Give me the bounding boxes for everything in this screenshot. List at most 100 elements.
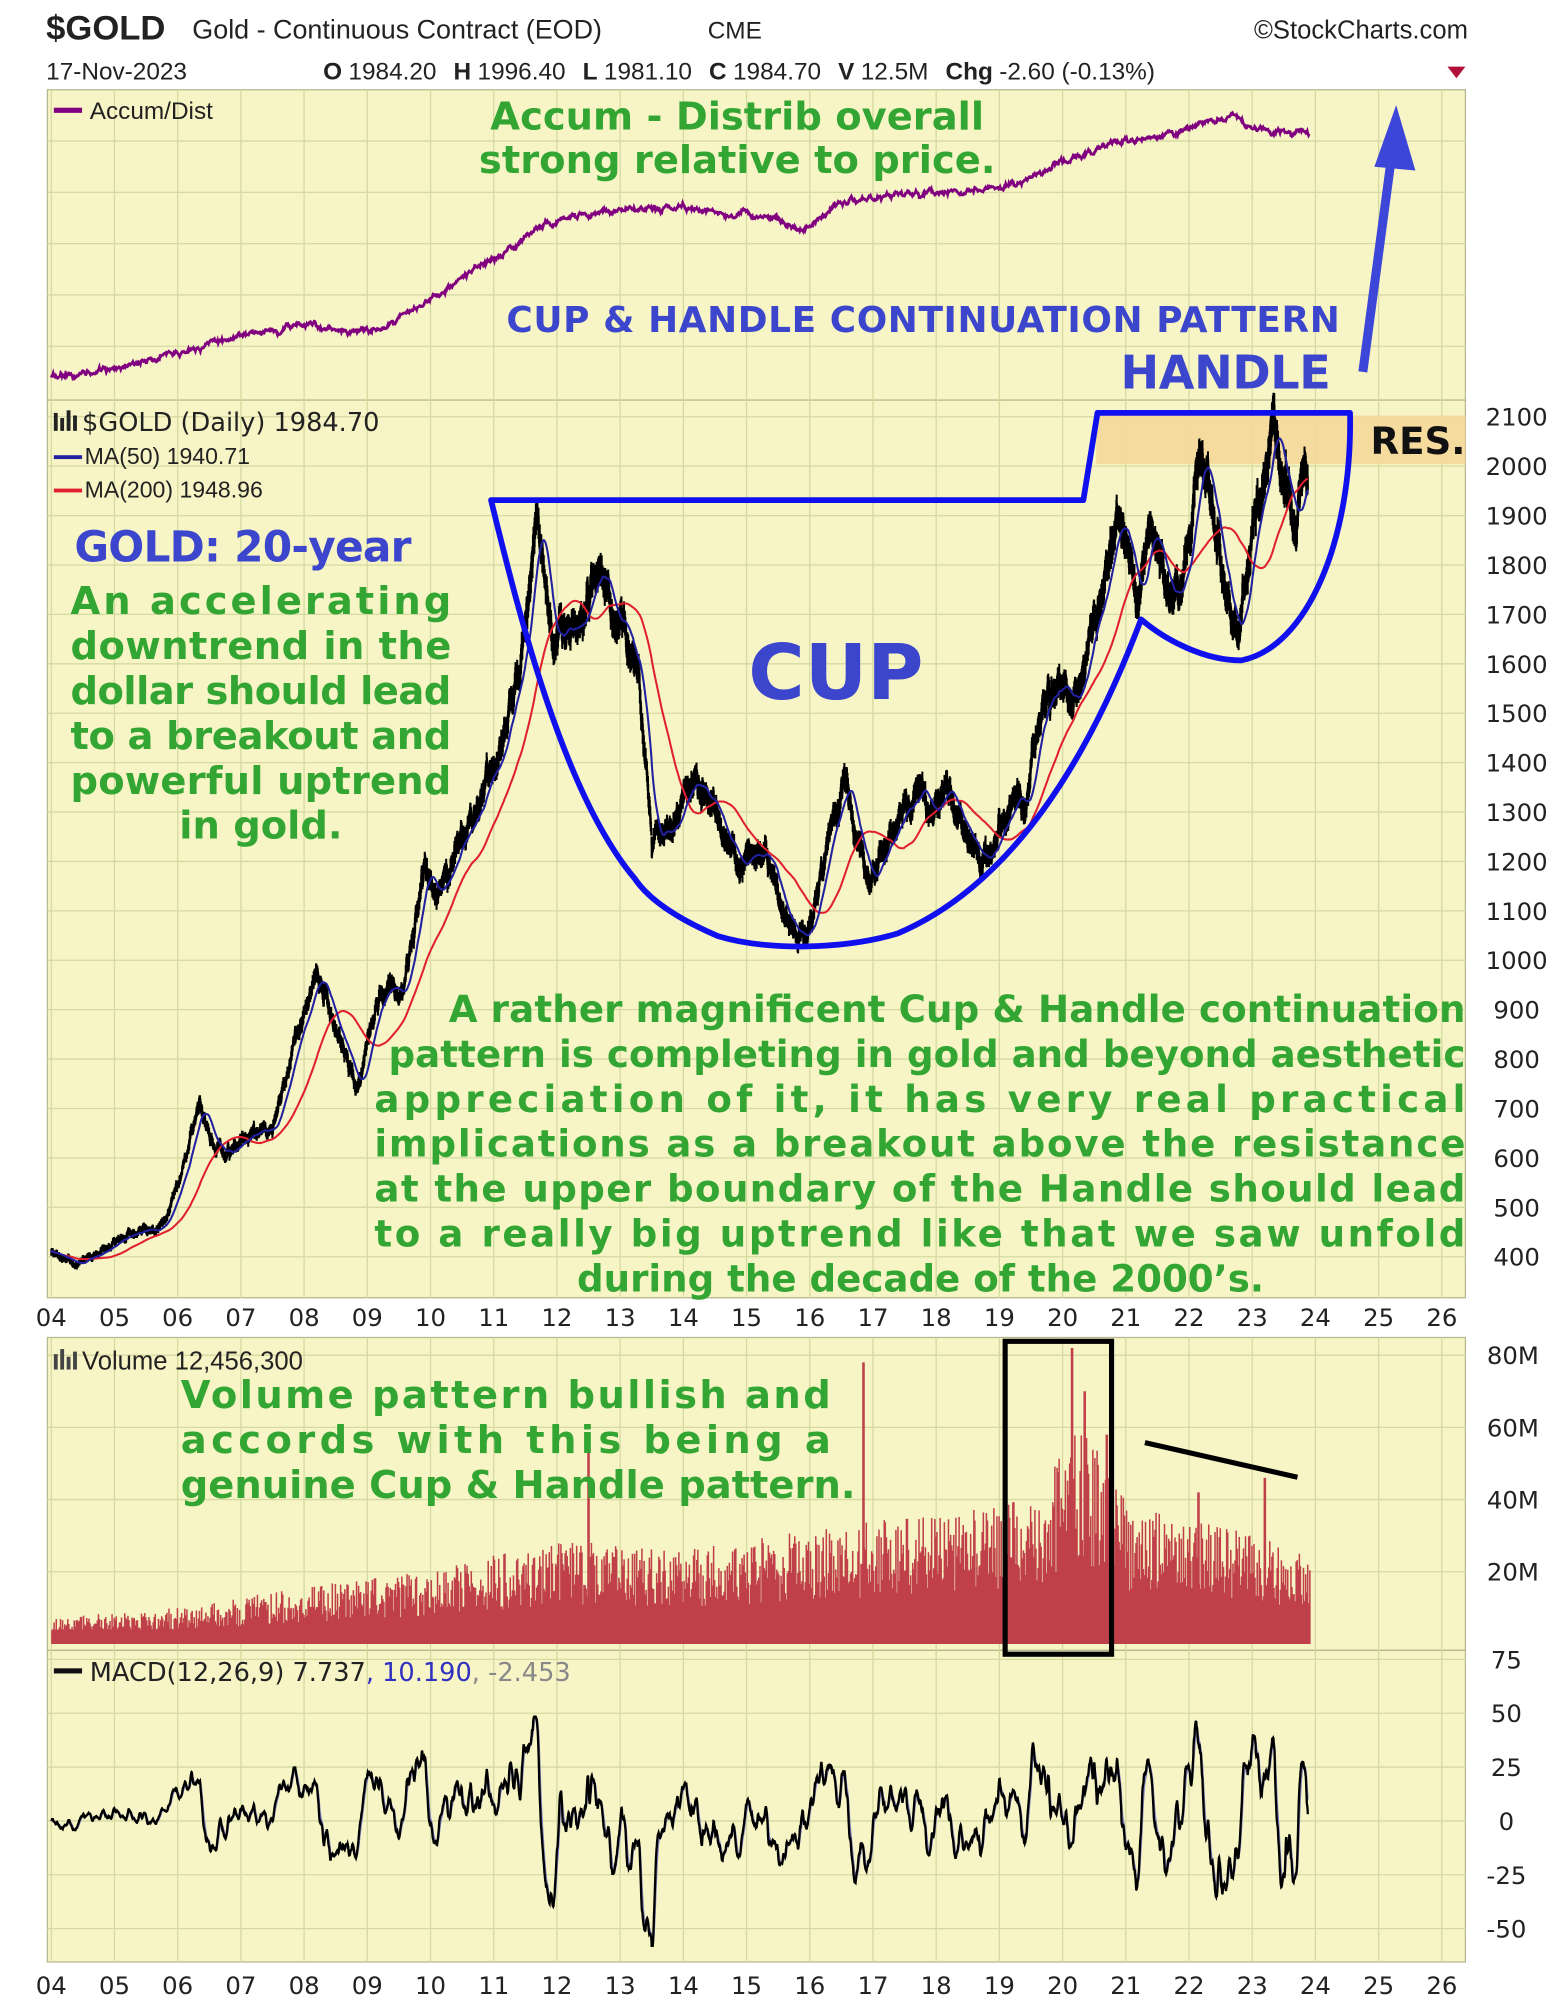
volume-bar (868, 1564, 871, 1644)
volume-bar (751, 1562, 754, 1644)
volume-bar (692, 1555, 695, 1644)
x-tick-label: 25 (1363, 1303, 1394, 1332)
volume-bar (1095, 1533, 1097, 1644)
volume-bar (432, 1597, 435, 1644)
volume-bar (1224, 1576, 1227, 1644)
volume-bar (648, 1557, 651, 1644)
volume-bar (1026, 1526, 1029, 1644)
volume-bar (356, 1608, 359, 1644)
volume-bar (561, 1553, 563, 1644)
macd-swatch (53, 1668, 83, 1674)
volume-bar (482, 1585, 484, 1644)
volume-bar (786, 1573, 789, 1644)
volume-bar (228, 1608, 230, 1644)
volume-bar (1257, 1596, 1259, 1644)
volume-bar (287, 1607, 289, 1644)
volume-bar (1120, 1495, 1123, 1644)
volume-bar (880, 1537, 882, 1644)
volume-bar (415, 1576, 418, 1644)
volume-bar (986, 1520, 989, 1644)
volume-bar (800, 1583, 802, 1644)
brand-logo[interactable]: ©StockCharts.com (1254, 16, 1468, 44)
gold-note-line: powerful uptrend (71, 759, 452, 804)
volume-bar (720, 1571, 722, 1644)
volume-bar (378, 1604, 381, 1644)
volume-bar (343, 1593, 345, 1644)
volume-bar (873, 1592, 876, 1644)
volume-bar (781, 1583, 783, 1644)
volume-bar (554, 1563, 557, 1644)
volume-bar (773, 1553, 776, 1644)
volume-bar (1010, 1557, 1013, 1644)
volume-bar (817, 1582, 819, 1644)
volume-bar (186, 1609, 188, 1644)
volume-bar (458, 1611, 461, 1644)
change-label: Chg (946, 59, 993, 86)
volume-bar (906, 1518, 909, 1644)
volume-bar (234, 1604, 237, 1644)
volume-bar (785, 1599, 788, 1644)
volume-bar (977, 1575, 979, 1644)
x-tick-label: 06 (162, 1303, 193, 1332)
volume-bar (564, 1553, 566, 1644)
volume-bar (669, 1561, 672, 1644)
volume-bar (374, 1578, 377, 1644)
volume-bar (910, 1593, 913, 1644)
volume-bar (694, 1581, 697, 1644)
volume-bar (768, 1552, 771, 1644)
volume-bar (609, 1582, 612, 1644)
volume-bar (1168, 1541, 1171, 1644)
volume-bar (434, 1596, 437, 1644)
volume-bar (327, 1593, 329, 1644)
volume-bar (941, 1580, 943, 1644)
volume-bar (1237, 1565, 1239, 1644)
volume-bar (1127, 1521, 1130, 1644)
volume-bar (967, 1569, 970, 1644)
price-tick-label: 800 (1493, 1045, 1539, 1074)
volume-bar (401, 1576, 403, 1644)
volume-bar (344, 1589, 346, 1644)
volume-bar (761, 1538, 763, 1644)
volume-bar (801, 1581, 803, 1644)
handle-label: HANDLE (1121, 346, 1331, 400)
volume-bar (341, 1592, 343, 1644)
volume-note-line: Volume pattern bullish and (181, 1373, 831, 1418)
volume-bar (1123, 1515, 1126, 1644)
x-tick-label: 20 (1047, 1971, 1078, 2000)
volume-bar (892, 1569, 895, 1644)
volume-bar (1230, 1549, 1232, 1644)
volume-bar (1020, 1528, 1022, 1644)
volume-bar (636, 1577, 639, 1644)
x-tick-label: 22 (1173, 1971, 1204, 2000)
volume-bar (739, 1563, 741, 1644)
volume-bar (535, 1587, 538, 1644)
volume-bar (1296, 1560, 1298, 1644)
volume-bar (985, 1513, 988, 1644)
volume-bar (753, 1546, 756, 1644)
volume-bar (799, 1571, 801, 1644)
volume-bar (758, 1577, 760, 1644)
volume-bar (1177, 1572, 1179, 1644)
volume-bar (1232, 1563, 1234, 1644)
volume-bar (690, 1589, 693, 1644)
volume-bar (647, 1574, 650, 1644)
volume-bar (789, 1548, 792, 1644)
volume-bar (714, 1597, 717, 1644)
volume-bar (969, 1533, 972, 1644)
volume-bar (1099, 1540, 1102, 1644)
volume-bar (667, 1586, 670, 1644)
volume-bar (1164, 1548, 1167, 1644)
volume-bar (1150, 1589, 1152, 1644)
price-tick-label: 1000 (1486, 946, 1548, 975)
x-tick-label: 17 (857, 1971, 888, 2000)
price-tick-label: 1500 (1486, 699, 1548, 728)
symbol: $GOLD (46, 10, 165, 48)
volume-bar (391, 1589, 394, 1644)
volume-bar (288, 1597, 290, 1644)
volume-bar (1096, 1450, 1098, 1644)
volume-bar (574, 1574, 577, 1644)
volume-bar (886, 1553, 889, 1644)
volume-bar (997, 1588, 999, 1644)
volume-bar (968, 1570, 971, 1644)
price-legend: $GOLD (Daily) 1984.70 (82, 408, 379, 438)
